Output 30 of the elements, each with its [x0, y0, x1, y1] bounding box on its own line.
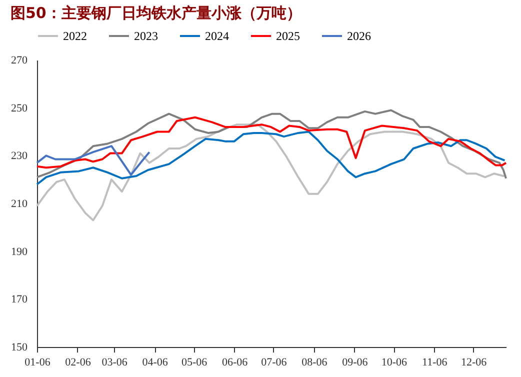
line-series — [36, 109, 507, 180]
y-tick-label: 170 — [11, 294, 28, 306]
chart-title: 图50：主要钢厂日均铁水产量小涨（万吨） — [10, 4, 302, 22]
x-tick-label: 10-06 — [381, 356, 408, 368]
legend-label: 2024 — [205, 29, 229, 43]
y-tick-label: 150 — [11, 342, 28, 354]
legend-label: 2026 — [347, 29, 371, 43]
y-tick-label: 270 — [11, 54, 28, 66]
y-tick-label: 250 — [11, 102, 28, 114]
legend-label: 2022 — [63, 29, 87, 43]
line-series — [36, 130, 506, 186]
x-tick-label: 09-06 — [342, 356, 368, 368]
line-series — [36, 116, 507, 169]
x-tick-label: 04-06 — [142, 356, 168, 368]
legend-label: 2025 — [276, 29, 300, 43]
y-tick-label: 210 — [11, 198, 28, 210]
x-tick-label: 07-06 — [261, 356, 288, 368]
legend-label: 2023 — [134, 29, 158, 43]
line-series — [36, 124, 507, 222]
line-series — [36, 145, 150, 176]
x-tick-label: 01-06 — [24, 356, 51, 368]
x-tick-label: 02-06 — [65, 356, 92, 368]
x-tick-label: 03-06 — [102, 356, 128, 368]
y-tick-label: 190 — [11, 246, 28, 258]
x-tick-label: 12-06 — [461, 356, 488, 368]
x-tick-label: 11-06 — [422, 356, 448, 368]
x-tick-label: 08-06 — [302, 356, 328, 368]
x-tick-label: 06-06 — [222, 356, 248, 368]
y-tick-label: 230 — [11, 150, 28, 162]
x-tick-label: 05-06 — [181, 356, 208, 368]
